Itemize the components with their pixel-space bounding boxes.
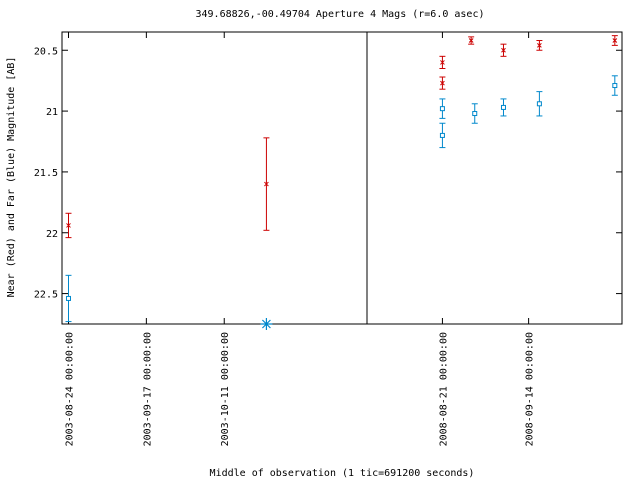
point-marker [612,38,618,43]
data-point [439,55,446,69]
y-tick-label: 21.5 [34,168,58,179]
y-tick-label: 20.5 [34,46,58,57]
x-tick-label: 2008-08-21 00:00:00 [438,332,449,446]
data-point [471,103,478,124]
x-tick-label: 2003-09-17 00:00:00 [142,332,153,446]
y-axis: 20.5 21 21.5 22 22.5 [34,46,622,301]
data-point [439,76,446,90]
point-marker [440,80,445,86]
data-point [611,75,618,96]
data-point [500,98,507,117]
data-point [468,36,475,45]
limit-marker [260,318,273,330]
point-marker [612,83,618,89]
plot-frame [61,31,623,325]
data-point [439,98,446,119]
y-tick-label: 21 [46,107,58,118]
data-point [536,91,543,117]
chart-title: 349.68826,-00.49704 Aperture 4 Mags (r=6… [196,9,485,20]
data-point [500,43,507,57]
point-marker [537,43,542,48]
point-marker [536,101,542,107]
series-2 [65,75,618,323]
plot-border [61,31,623,325]
y-tick-label: 22.5 [34,290,58,301]
point-marker [264,181,269,187]
series-1 [65,35,618,239]
point-marker [439,106,445,112]
point-marker [439,132,445,138]
point-marker [472,111,478,117]
point-marker [65,295,71,301]
y-axis-label: Near (Red) and Far (Blue) Magnitude [AB] [6,57,17,298]
x-tick-label: 2003-08-24 00:00:00 [64,332,75,446]
point-marker [66,223,71,228]
x-tick-label: 2003-10-11 00:00:00 [220,332,231,446]
point-marker [500,104,506,110]
x-axis: 2003-08-24 00:00:00 2003-09-17 00:00:00 20… [64,32,536,446]
point-marker [468,38,474,43]
y-tick-label: 22 [46,229,58,240]
data-point [65,212,72,239]
data-point [611,35,618,46]
x-tick-label: 2008-09-14 00:00:00 [525,332,536,446]
data-point [536,40,543,51]
point-marker [501,47,506,53]
point-marker [440,60,445,65]
data-point [65,274,72,323]
data-point [439,122,446,149]
series-layer [65,35,618,330]
x-axis-label: Middle of observation (1 tic=691200 seco… [210,468,475,479]
data-point [263,137,270,231]
